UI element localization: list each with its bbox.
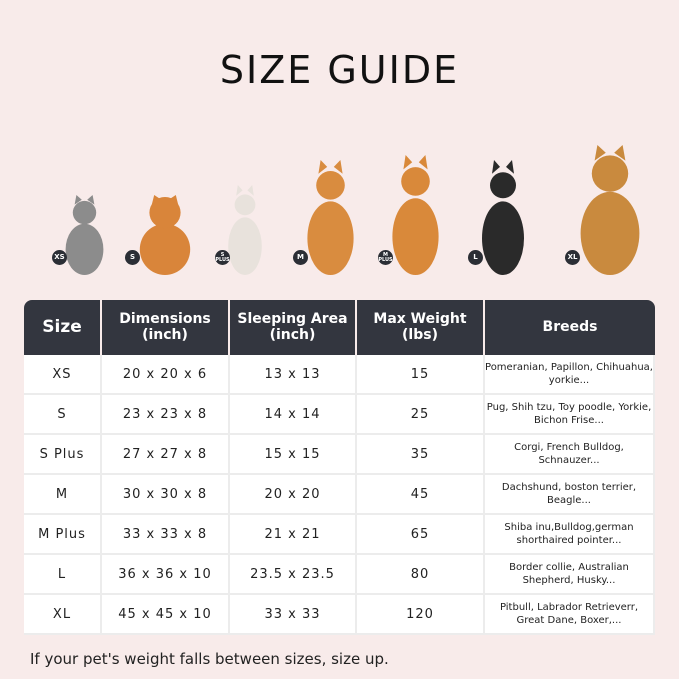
- pet-silhouette-icon: [392, 155, 439, 275]
- pet-image: [303, 160, 358, 275]
- max-weight-cell: 80: [357, 555, 485, 595]
- breeds-cell: Pug, Shih tzu, Toy poodle, Yorkie, Bicho…: [485, 395, 655, 435]
- dimensions-cell: 30 x 30 x 8: [102, 475, 230, 515]
- table-header-row: Size Dimensions (inch) Sleeping Area (in…: [24, 300, 655, 355]
- page-title: SIZE GUIDE: [219, 48, 460, 92]
- size-badge: M PLUS: [378, 250, 393, 265]
- pet-image: [225, 185, 265, 275]
- pet-silhouette-icon: [580, 145, 640, 275]
- breeds-cell: Corgi, French Bulldog, Schnauzer...: [485, 435, 655, 475]
- header-size: Size: [24, 300, 102, 355]
- sleeping-area-cell: 13 x 13: [230, 355, 357, 395]
- sleeping-area-cell: 14 x 14: [230, 395, 357, 435]
- pet-silhouette-icon: [228, 185, 262, 275]
- size-cell: XS: [24, 355, 102, 395]
- breeds-cell: Pomeranian, Papillon, Chihuahua, yorkie.…: [485, 355, 655, 395]
- pet-image: [575, 145, 645, 275]
- pet-silhouette-icon: [65, 195, 104, 275]
- max-weight-cell: 120: [357, 595, 485, 635]
- size-badge: L: [468, 250, 483, 265]
- dimensions-cell: 27 x 27 x 8: [102, 435, 230, 475]
- max-weight-cell: 35: [357, 435, 485, 475]
- table-row: XS 20 x 20 x 6 13 x 13 15 Pomeranian, Papill…: [24, 355, 655, 395]
- breeds-cell: Border collie, Australian Shepherd, Husk…: [485, 555, 655, 595]
- size-cell: S: [24, 395, 102, 435]
- pet-image: [478, 160, 528, 275]
- table-row: XL 45 x 45 x 10 33 x 33 120 Pitbull, Labrado…: [24, 595, 655, 635]
- table-row: L 36 x 36 x 10 23.5 x 23.5 80 Border collie,…: [24, 555, 655, 595]
- size-cell: M Plus: [24, 515, 102, 555]
- breeds-cell: Shiba inu,Bulldog,german shorthaired poi…: [485, 515, 655, 555]
- max-weight-cell: 45: [357, 475, 485, 515]
- breeds-cell: Pitbull, Labrador Retrieverr, Great Dane…: [485, 595, 655, 635]
- size-cell: L: [24, 555, 102, 595]
- sleeping-area-cell: 20 x 20: [230, 475, 357, 515]
- breeds-cell: Dachshund, boston terrier, Beagle...: [485, 475, 655, 515]
- header-breeds: Breeds: [485, 300, 655, 355]
- dimensions-cell: 33 x 33 x 8: [102, 515, 230, 555]
- size-cell: S Plus: [24, 435, 102, 475]
- sleeping-area-cell: 23.5 x 23.5: [230, 555, 357, 595]
- sleeping-area-cell: 21 x 21: [230, 515, 357, 555]
- sleeping-area-cell: 15 x 15: [230, 435, 357, 475]
- size-badge: XS: [52, 250, 67, 265]
- pet-silhouette-icon: [482, 160, 524, 275]
- max-weight-cell: 15: [357, 355, 485, 395]
- max-weight-cell: 65: [357, 515, 485, 555]
- dimensions-cell: 36 x 36 x 10: [102, 555, 230, 595]
- pet-image: [388, 155, 443, 275]
- dimensions-cell: 45 x 45 x 10: [102, 595, 230, 635]
- sleeping-area-cell: 33 x 33: [230, 595, 357, 635]
- size-badge: S PLUS: [215, 250, 230, 265]
- table-row: M Plus 33 x 33 x 8 21 x 21 65 Shiba inu,Bull…: [24, 515, 655, 555]
- size-table: Size Dimensions (inch) Sleeping Area (in…: [24, 300, 655, 635]
- header-max-weight: Max Weight (lbs): [357, 300, 485, 355]
- size-badge: XL: [565, 250, 580, 265]
- pet-image: [62, 195, 107, 275]
- table-row: S Plus 27 x 27 x 8 15 x 15 35 Corgi, French …: [24, 435, 655, 475]
- size-cell: XL: [24, 595, 102, 635]
- table-row: S 23 x 23 x 8 14 x 14 25 Pug, Shih tzu, Toy …: [24, 395, 655, 435]
- sizing-note: If your pet's weight falls between sizes…: [30, 650, 389, 668]
- size-badge: M: [293, 250, 308, 265]
- pet-image: [135, 195, 195, 275]
- pet-silhouette-icon: [307, 160, 354, 275]
- table-row: M 30 x 30 x 8 20 x 20 45 Dachshund, boston t…: [24, 475, 655, 515]
- pet-silhouette-icon: [139, 195, 191, 275]
- header-sleeping-area: Sleeping Area (inch): [230, 300, 357, 355]
- size-cell: M: [24, 475, 102, 515]
- size-badge: S: [125, 250, 140, 265]
- dimensions-cell: 23 x 23 x 8: [102, 395, 230, 435]
- header-dimensions: Dimensions (inch): [102, 300, 230, 355]
- dimensions-cell: 20 x 20 x 6: [102, 355, 230, 395]
- max-weight-cell: 25: [357, 395, 485, 435]
- pet-illustrations: XS S S PLUS M M PLUS L XL: [0, 140, 679, 275]
